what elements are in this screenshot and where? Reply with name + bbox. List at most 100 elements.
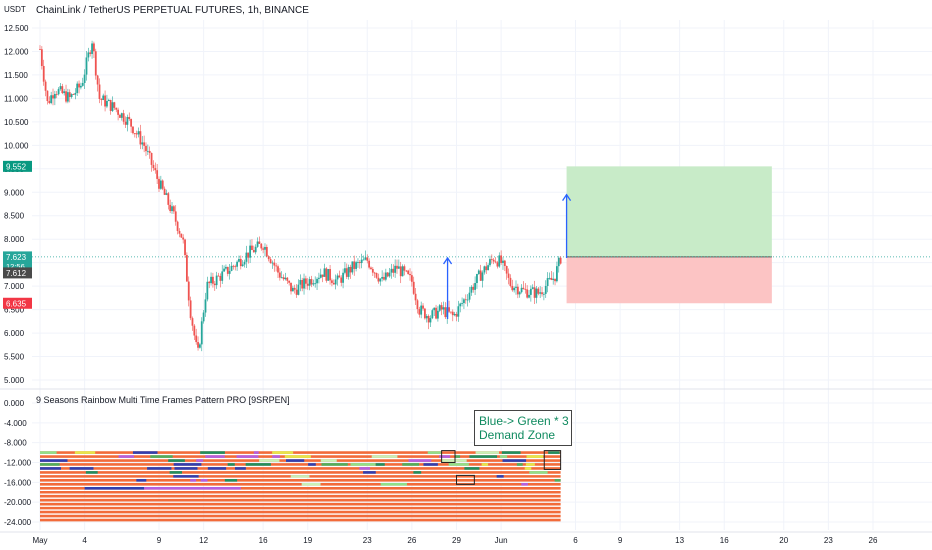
- candle-body: [412, 281, 415, 294]
- candle: [107, 98, 110, 102]
- candle-body: [286, 277, 289, 281]
- candle: [513, 286, 516, 293]
- candle: [407, 269, 410, 275]
- candle: [87, 47, 90, 62]
- candle-body: [106, 100, 108, 107]
- candle-body: [461, 303, 463, 304]
- candle: [552, 272, 555, 285]
- candle-body: [93, 43, 95, 52]
- candle-body: [351, 261, 354, 273]
- candle-body: [165, 193, 168, 195]
- price-tick-label: 11.500: [4, 71, 28, 80]
- candle-body: [301, 280, 304, 289]
- candle: [507, 268, 510, 285]
- candle: [515, 280, 517, 295]
- candle-body: [195, 335, 198, 343]
- candle: [483, 265, 486, 275]
- candle-body: [548, 277, 551, 279]
- candle-body: [200, 321, 203, 345]
- candle-body: [396, 265, 398, 269]
- candle-body: [182, 237, 185, 240]
- candle-body: [243, 261, 246, 265]
- price-label-text: 7.612: [6, 269, 27, 278]
- candle: [132, 126, 134, 135]
- candle-body: [444, 307, 447, 318]
- candle-body: [410, 275, 413, 282]
- candle-body: [518, 292, 521, 295]
- candle: [464, 294, 467, 304]
- candle: [189, 296, 192, 321]
- candle-body: [256, 241, 259, 247]
- candle-body: [503, 260, 506, 267]
- candle: [386, 272, 389, 278]
- candle: [254, 244, 257, 255]
- candle: [318, 272, 320, 284]
- candle: [295, 284, 298, 298]
- candle: [542, 292, 545, 301]
- candle-body: [474, 283, 476, 290]
- candle: [494, 257, 497, 264]
- candle: [440, 302, 443, 316]
- candle: [336, 273, 339, 286]
- candle-body: [450, 311, 452, 313]
- candle-body: [316, 278, 318, 284]
- candle: [239, 255, 242, 270]
- candle-body: [277, 266, 279, 273]
- candle: [169, 199, 172, 214]
- candle-body: [479, 270, 482, 281]
- candle: [282, 274, 285, 281]
- candle: [390, 263, 393, 279]
- candle: [267, 255, 270, 262]
- candle-body: [184, 239, 186, 256]
- candle-body: [470, 286, 473, 293]
- candle-body: [96, 75, 99, 85]
- candle-body: [122, 113, 125, 122]
- candle-body: [133, 133, 136, 135]
- candle: [152, 160, 155, 171]
- candle-body: [113, 102, 116, 108]
- up-arrow: [562, 193, 572, 258]
- candle: [59, 83, 62, 91]
- candle-body: [345, 268, 348, 277]
- callout-line-2: Demand Zone: [479, 428, 556, 442]
- candle: [468, 286, 471, 303]
- candle: [332, 279, 335, 285]
- candle: [392, 264, 395, 277]
- candle-body: [529, 288, 532, 295]
- candle-body: [431, 310, 434, 319]
- candle: [334, 274, 337, 290]
- candle-body: [267, 256, 270, 260]
- candle: [422, 303, 424, 311]
- candle-body: [455, 313, 458, 317]
- candle-body: [358, 262, 361, 264]
- candle: [399, 261, 402, 284]
- candle: [435, 304, 437, 320]
- candle: [80, 82, 82, 90]
- demand-zone-callout: Blue-> Green * 3 Demand Zone: [474, 410, 572, 446]
- candle: [453, 311, 456, 317]
- candle-body: [264, 246, 266, 250]
- candle-body: [70, 94, 73, 98]
- candle-body: [126, 116, 129, 125]
- chart-title: ChainLink / TetherUS PERPETUAL FUTURES, …: [36, 5, 309, 16]
- candle-body: [368, 260, 371, 268]
- candle-body: [232, 265, 235, 267]
- candle-body: [325, 268, 328, 281]
- candle-body: [448, 307, 450, 312]
- candle-body: [425, 315, 428, 319]
- candle-body: [370, 267, 372, 269]
- candle-body: [457, 306, 460, 317]
- candle: [544, 280, 547, 298]
- time-tick-label: 9: [618, 536, 623, 545]
- indicator-title: 9 Seasons Rainbow Multi Time Frames Patt…: [36, 395, 290, 405]
- price-tick-label: 6.500: [4, 306, 25, 315]
- candle: [459, 302, 462, 313]
- candle-body: [63, 91, 66, 94]
- candle: [78, 80, 80, 94]
- candle-body: [260, 243, 263, 249]
- candle-body: [528, 294, 530, 298]
- candle-body: [492, 259, 495, 262]
- candle-body: [221, 271, 224, 281]
